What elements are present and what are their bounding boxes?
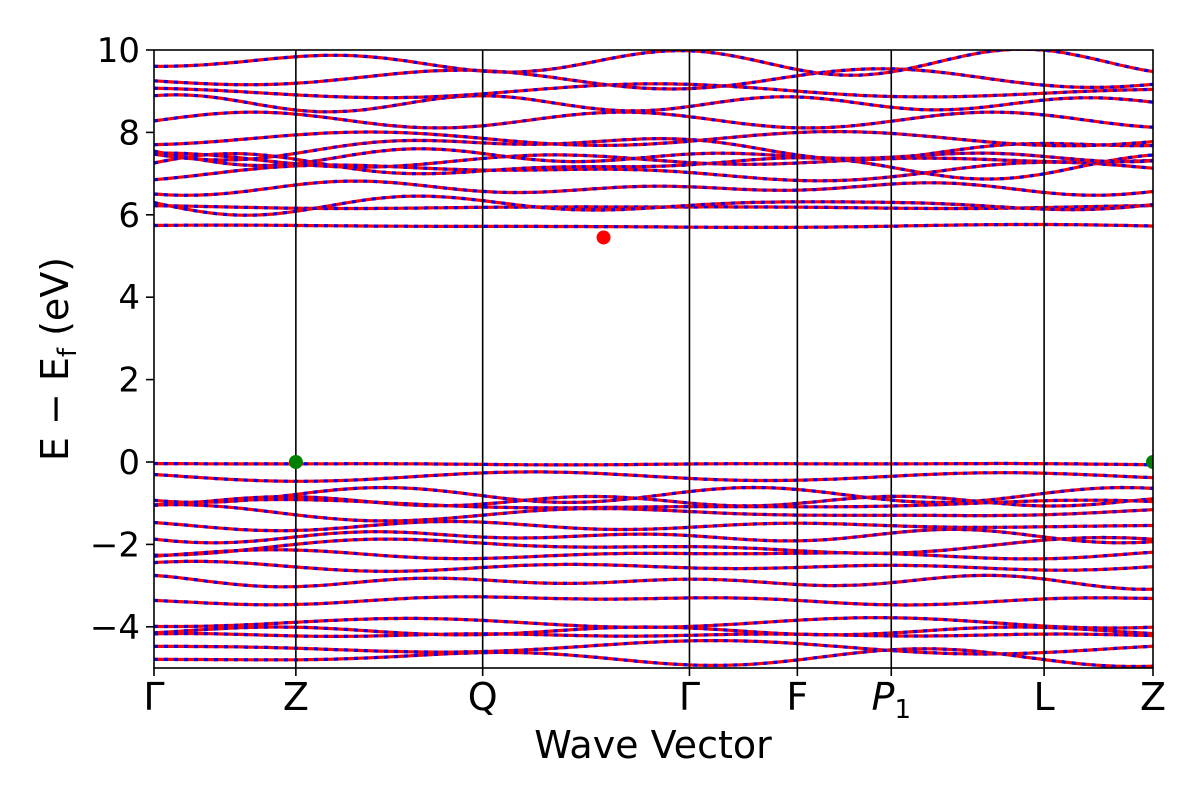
conduction-band-dash bbox=[154, 204, 1153, 211]
y-axis-label-main: E − E bbox=[33, 357, 77, 461]
valence-band-dash bbox=[154, 559, 1153, 573]
valence-band-dash bbox=[154, 503, 1153, 523]
y-tick-label: 2 bbox=[118, 361, 140, 401]
conduction-band-dash bbox=[154, 136, 1153, 162]
x-axis-ticks: Γ Z Q Γ F P1 L Z bbox=[143, 668, 1166, 725]
x-tick-label: F bbox=[786, 675, 808, 719]
valence-band-dash bbox=[154, 527, 1153, 545]
valence-band-dash bbox=[154, 470, 1153, 483]
y-axis-ticks: −4 −2 0 2 4 6 8 10 bbox=[90, 31, 154, 648]
x-axis-label: Wave Vector bbox=[534, 723, 772, 767]
x-tick-label: Γ bbox=[143, 675, 164, 719]
x-tick-label-main: P bbox=[872, 675, 895, 719]
y-axis-label-sub: f bbox=[53, 347, 83, 357]
x-tick-label: P1 bbox=[872, 675, 911, 725]
x-tick-label: Γ bbox=[679, 675, 700, 719]
x-tick-label: L bbox=[1034, 675, 1055, 719]
y-axis-label: E − Ef (eV) bbox=[33, 257, 83, 461]
conduction-band-dash bbox=[154, 147, 1153, 168]
x-tick-label: Z bbox=[283, 675, 309, 719]
valence-band-dash bbox=[154, 485, 1153, 505]
conduction-band-dash bbox=[154, 151, 1153, 181]
vbm-marker bbox=[288, 455, 303, 469]
valence-band-dash bbox=[154, 461, 1153, 467]
y-tick-label: 6 bbox=[118, 196, 140, 236]
x-tick-label: Q bbox=[468, 675, 498, 719]
conduction-band-dash bbox=[154, 222, 1153, 229]
y-axis-label-unit: (eV) bbox=[33, 257, 77, 348]
valence-band-dash bbox=[154, 595, 1153, 607]
valence-band-dash bbox=[154, 494, 1153, 508]
vbm-marker bbox=[1146, 455, 1153, 469]
band-lines bbox=[154, 50, 1153, 668]
conduction-band-dash bbox=[154, 50, 1153, 77]
cbm-marker bbox=[596, 230, 611, 245]
conduction-band-dash bbox=[154, 151, 1153, 169]
valence-band-dash bbox=[154, 497, 1153, 510]
conduction-band-dash bbox=[154, 110, 1153, 130]
conduction-band-dash bbox=[154, 82, 1153, 100]
valence-band-dash bbox=[154, 519, 1153, 533]
valence-band-line bbox=[154, 461, 1153, 467]
valence-band-dash bbox=[154, 625, 1153, 637]
plot-frame bbox=[153, 49, 1154, 669]
conduction-band-dash bbox=[154, 194, 1153, 217]
y-tick-label: 0 bbox=[118, 443, 140, 483]
valence-band-dash bbox=[154, 647, 1153, 668]
y-tick-label: 10 bbox=[97, 31, 140, 71]
conduction-band-dash bbox=[154, 93, 1153, 114]
valence-band-dash bbox=[154, 631, 1153, 638]
y-tick-label: 4 bbox=[118, 278, 140, 318]
valence-band-dash bbox=[154, 639, 1153, 656]
y-tick-label: −4 bbox=[90, 608, 140, 648]
conduction-band-dash bbox=[154, 67, 1153, 91]
valence-band-dash bbox=[154, 573, 1153, 591]
valence-band-dash bbox=[154, 535, 1153, 557]
conduction-band-dash bbox=[154, 179, 1153, 197]
x-tick-label-sub: 1 bbox=[894, 695, 911, 725]
conduction-band-dash bbox=[154, 160, 1153, 183]
y-tick-label: 8 bbox=[118, 113, 140, 153]
high-symmetry-lines bbox=[295, 50, 1045, 668]
extremum-markers bbox=[288, 230, 1153, 469]
x-tick-label: Z bbox=[1140, 675, 1166, 719]
y-tick-label: −2 bbox=[90, 525, 140, 565]
valence-band-dash bbox=[154, 616, 1153, 630]
conduction-band-dash bbox=[154, 130, 1153, 148]
valence-band-dash bbox=[154, 548, 1153, 561]
